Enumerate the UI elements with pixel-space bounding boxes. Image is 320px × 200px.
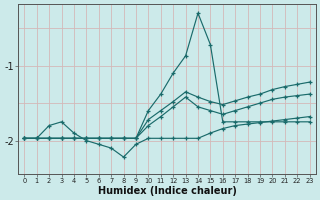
X-axis label: Humidex (Indice chaleur): Humidex (Indice chaleur) bbox=[98, 186, 236, 196]
